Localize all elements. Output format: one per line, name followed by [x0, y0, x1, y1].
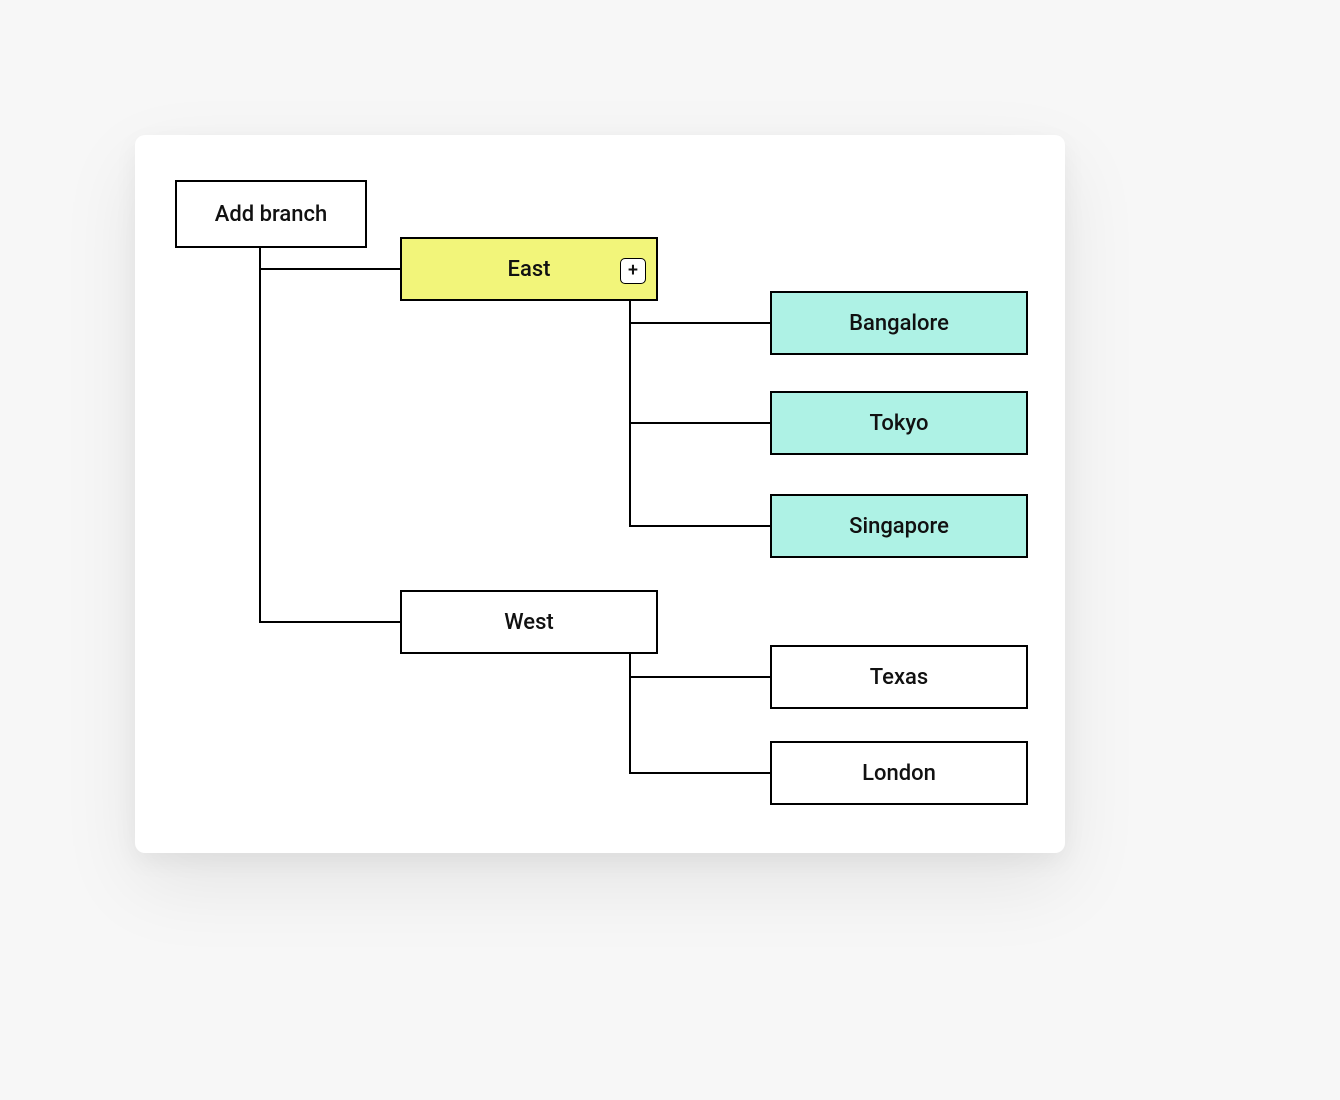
tokyo-label: Tokyo	[870, 411, 929, 436]
bangalore-label: Bangalore	[849, 311, 949, 336]
london-node[interactable]: London	[770, 741, 1028, 805]
west-node[interactable]: West	[400, 590, 658, 654]
texas-node[interactable]: Texas	[770, 645, 1028, 709]
add-child-button[interactable]: +	[620, 258, 646, 284]
plus-icon: +	[628, 262, 638, 280]
texas-label: Texas	[870, 665, 928, 690]
tokyo-node[interactable]: Tokyo	[770, 391, 1028, 455]
singapore-label: Singapore	[849, 514, 949, 539]
bangalore-node[interactable]: Bangalore	[770, 291, 1028, 355]
west-label: West	[504, 610, 553, 635]
singapore-node[interactable]: Singapore	[770, 494, 1028, 558]
east-node[interactable]: East +	[400, 237, 658, 301]
root-label: Add branch	[215, 202, 327, 227]
root-node[interactable]: Add branch	[175, 180, 367, 248]
east-label: East	[508, 257, 551, 282]
london-label: London	[862, 761, 936, 786]
